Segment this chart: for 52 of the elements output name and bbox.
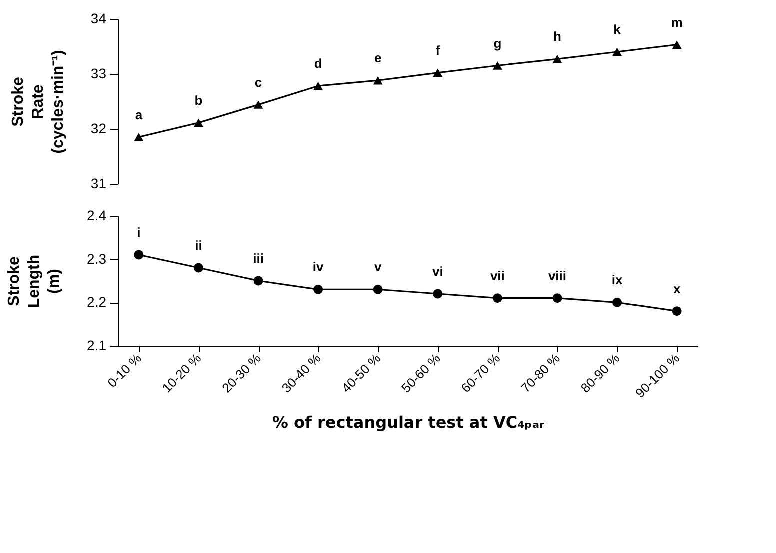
y-axis-title: Stroke Length (m) [6, 254, 64, 308]
annotation: f [436, 42, 441, 58]
point [373, 76, 383, 85]
annotation: a [135, 107, 144, 122]
point [134, 250, 144, 260]
point [194, 263, 204, 273]
annotation: c [254, 74, 262, 90]
annotation: g [494, 36, 502, 51]
annotation: d [314, 56, 322, 72]
annotation: vii [490, 268, 505, 284]
point [492, 294, 502, 304]
point [254, 100, 264, 109]
annotation: ii [195, 238, 202, 253]
point [373, 284, 383, 294]
annotation: iii [253, 251, 264, 266]
annotation: x [673, 281, 682, 296]
annotation: k [614, 22, 622, 37]
point [552, 55, 562, 64]
point [194, 118, 204, 128]
annotation: v [374, 260, 382, 275]
point [314, 82, 324, 90]
annotation: vi [432, 264, 444, 279]
point [433, 68, 443, 78]
point [314, 284, 324, 294]
point [254, 276, 264, 286]
y-tick-label: 33 [90, 66, 107, 82]
y-tick-label: 32 [90, 120, 107, 136]
point [552, 294, 562, 304]
x-tick-label: 0-10 % [104, 350, 145, 391]
annotation: h [554, 29, 562, 44]
y-tick-label: 2.2 [87, 294, 107, 310]
point [433, 289, 443, 299]
y-tick-label: 31 [90, 176, 107, 192]
annotation: b [194, 92, 203, 108]
annotation: viii [548, 268, 567, 284]
point [134, 133, 144, 142]
annotation: m [671, 14, 683, 30]
point [672, 40, 682, 49]
y-tick-label: 2.4 [87, 208, 107, 224]
annotation: ix [612, 272, 624, 288]
annotation: e [374, 50, 382, 66]
y-axis-title: Stroke Rate (cycles·min⁻¹) [10, 50, 67, 154]
annotation: iv [312, 260, 324, 275]
y-tick-label: 2.3 [87, 250, 107, 267]
point [612, 298, 622, 308]
point [612, 48, 622, 56]
y-tick-label: 2.1 [87, 338, 107, 354]
point [492, 62, 502, 70]
point [672, 306, 682, 316]
y-tick-label: 34 [90, 10, 107, 26]
x-axis-title: % of rectangular test at VC₄ₚₐᵣ [272, 412, 546, 432]
annotation: i [137, 225, 141, 240]
